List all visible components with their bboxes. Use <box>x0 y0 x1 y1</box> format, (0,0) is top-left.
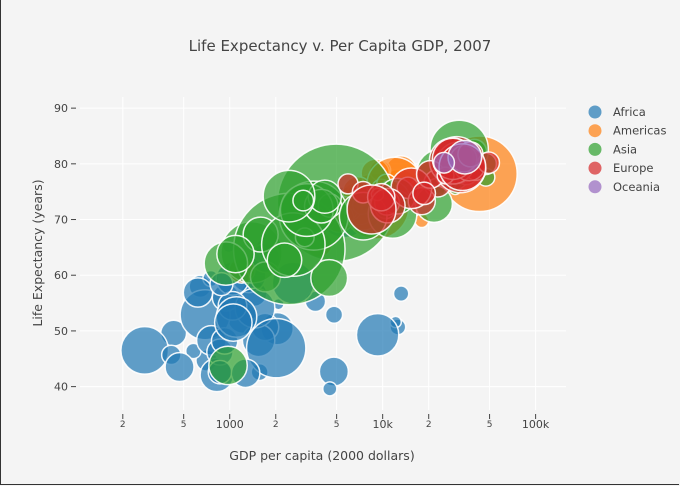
legend-marker <box>588 142 602 156</box>
y-tick-label: 60 <box>54 269 68 282</box>
y-tick-label: 80 <box>54 158 68 171</box>
legend-item-africa[interactable]: Africa <box>588 105 646 119</box>
legend-label: Europe <box>613 161 653 175</box>
x-tick-label: 2 <box>273 420 279 430</box>
bubble-point[interactable] <box>355 312 400 357</box>
bubble-point[interactable] <box>322 381 338 397</box>
legend-item-asia[interactable]: Asia <box>588 142 638 156</box>
x-tick-label: 1000 <box>216 418 244 431</box>
x-tick-label: 2 <box>120 420 126 430</box>
legend-item-americas[interactable]: Americas <box>588 124 667 138</box>
legend-marker <box>588 180 602 194</box>
bubble-point[interactable] <box>164 351 195 383</box>
bubble-point[interactable] <box>292 189 315 212</box>
bubble-point[interactable] <box>346 184 397 235</box>
x-tick-label: 100k <box>522 418 550 431</box>
y-axis-title: Life Expectancy (years) <box>30 179 45 326</box>
bubble-point[interactable] <box>120 325 170 375</box>
x-axis-title: GDP per capita (2000 dollars) <box>229 448 414 463</box>
bubble-point[interactable] <box>216 234 255 274</box>
chart-title: Life Expectancy v. Per Capita GDP, 2007 <box>189 37 492 55</box>
y-tick-label: 40 <box>54 381 68 394</box>
y-tick-label: 90 <box>54 102 68 115</box>
legend-label: Africa <box>613 105 646 119</box>
legend-label: Asia <box>613 142 637 156</box>
legend-item-oceania[interactable]: Oceania <box>588 180 661 194</box>
bubbles <box>120 119 518 397</box>
bubble-point[interactable] <box>208 345 248 386</box>
bubble-point[interactable] <box>324 305 344 325</box>
x-tick-label: 5 <box>181 420 187 430</box>
series-oceania <box>432 139 483 175</box>
legend: Africa Americas Asia Europe Oceania <box>588 105 667 194</box>
legend-marker <box>588 124 602 138</box>
bubble-point[interactable] <box>266 242 303 279</box>
bubble-point[interactable] <box>213 303 253 343</box>
bubble-point[interactable] <box>392 285 410 302</box>
x-tick-label: 5 <box>334 420 340 430</box>
x-axis-ticks: 2 5 1000 2 5 10k 2 5 100k <box>120 414 550 431</box>
x-tick-label: 5 <box>487 420 493 430</box>
bubble-point[interactable] <box>412 181 437 206</box>
bubble-point[interactable] <box>310 258 349 298</box>
bubble-point[interactable] <box>318 356 350 387</box>
y-axis-ticks: 40 50 60 70 80 90 <box>54 102 76 394</box>
legend-item-europe[interactable]: Europe <box>588 161 654 175</box>
legend-marker <box>588 161 602 175</box>
y-tick-label: 50 <box>54 325 68 338</box>
legend-label: Oceania <box>613 180 660 194</box>
x-tick-label: 10k <box>372 418 393 431</box>
bubble-point[interactable] <box>182 277 214 308</box>
y-tick-label: 70 <box>54 214 68 227</box>
x-tick-label: 2 <box>426 420 432 430</box>
bubble-point[interactable] <box>432 151 456 174</box>
bubble-point[interactable] <box>245 317 307 379</box>
legend-label: Americas <box>613 124 666 138</box>
legend-marker <box>588 105 602 119</box>
